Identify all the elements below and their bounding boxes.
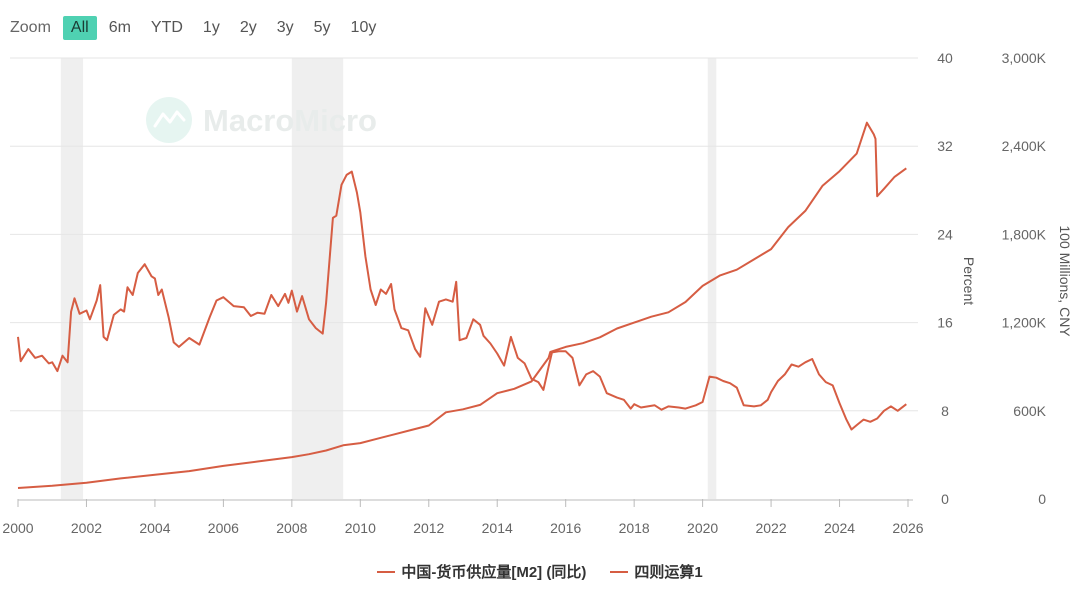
x-axis-tick-label: 2008	[276, 520, 307, 536]
x-axis-tick-label: 2006	[208, 520, 239, 536]
x-axis-tick-label: 2012	[413, 520, 444, 536]
zoom-button-5y[interactable]: 5y	[313, 19, 331, 36]
right-axis-tick-label: 1,800K	[1002, 226, 1047, 242]
x-axis-tick-label: 2000	[2, 520, 33, 536]
watermark: MacroMicro	[146, 97, 377, 143]
x-axis-tick-label: 2026	[892, 520, 923, 536]
legend-swatch	[377, 570, 396, 573]
x-axis-tick-label: 2004	[139, 520, 170, 536]
x-axis-tick-label: 2024	[824, 520, 855, 536]
series-line-arithmetic-1	[17, 121, 907, 489]
right-axis: 0 600K 1,200K 1,800K 2,400K 3,000K	[1002, 50, 1047, 507]
zoom-button-10y[interactable]: 10y	[350, 19, 377, 36]
zoom-button-2y[interactable]: 2y	[239, 19, 257, 36]
recession-bands	[60, 58, 717, 499]
recession-band	[291, 58, 344, 499]
x-axis-tick-label: 2014	[482, 520, 513, 536]
right-axis-title: 100 Millions, CNY	[1057, 225, 1073, 337]
right-axis-tick-label: 1,200K	[1002, 315, 1047, 331]
left-axis-tick-label: 24	[937, 226, 953, 242]
right-axis-tick-label: 600K	[1013, 403, 1046, 419]
left-axis-tick-label: 32	[937, 138, 953, 154]
zoom-button-ytd[interactable]: YTD	[150, 19, 183, 36]
right-axis-tick-label: 0	[1038, 491, 1046, 507]
x-axis-tick-label: 2020	[687, 520, 718, 536]
right-axis-tick-label: 2,400K	[1002, 138, 1047, 154]
left-axis-tick-label: 0	[941, 491, 949, 507]
zoom-bar: Zoom All 6m YTD 1y 2y 3y 5y 10y	[10, 14, 388, 42]
series-lines	[17, 121, 907, 489]
left-axis: 0 8 16 24 32 40	[937, 50, 953, 507]
x-axis-tick-label: 2010	[345, 520, 376, 536]
left-axis-tick-label: 40	[937, 50, 953, 66]
watermark-text: MacroMicro	[203, 103, 377, 138]
x-axis-tick-label: 2002	[71, 520, 102, 536]
legend-label: 中国-货币供应量[M2] (同比)	[401, 564, 587, 581]
right-axis-tick-label: 3,000K	[1002, 50, 1047, 66]
recession-band	[707, 58, 717, 499]
legend-swatch	[610, 570, 629, 573]
grid-lines	[10, 57, 918, 412]
legend-item-m2-yoy[interactable]: 中国-货币供应量[M2] (同比)	[377, 561, 586, 582]
series-line-m2-yoy	[17, 170, 907, 431]
zoom-label: Zoom	[10, 19, 51, 36]
zoom-button-1y[interactable]: 1y	[202, 19, 220, 36]
x-axis-tick-label: 2016	[550, 520, 581, 536]
left-axis-tick-label: 8	[941, 403, 949, 419]
left-axis-title: Percent	[961, 257, 977, 305]
x-axis: 2000 2002 2004 2006 2008 2010 2012 2014 2016 2018…	[2, 499, 924, 536]
zoom-button-3y[interactable]: 3y	[276, 19, 294, 36]
legend-item-arithmetic-1[interactable]: 四则运算1	[610, 561, 703, 582]
left-axis-tick-label: 16	[937, 315, 953, 331]
x-axis-tick-label: 2022	[755, 520, 786, 536]
legend: 中国-货币供应量[M2] (同比) 四则运算1	[0, 561, 1080, 582]
legend-label: 四则运算1	[634, 564, 703, 581]
recession-band	[60, 58, 84, 499]
x-axis-tick-label: 2018	[619, 520, 650, 536]
zoom-button-all[interactable]: All	[62, 16, 97, 40]
watermark-chart-icon	[153, 110, 186, 128]
zoom-button-6m[interactable]: 6m	[108, 19, 131, 36]
